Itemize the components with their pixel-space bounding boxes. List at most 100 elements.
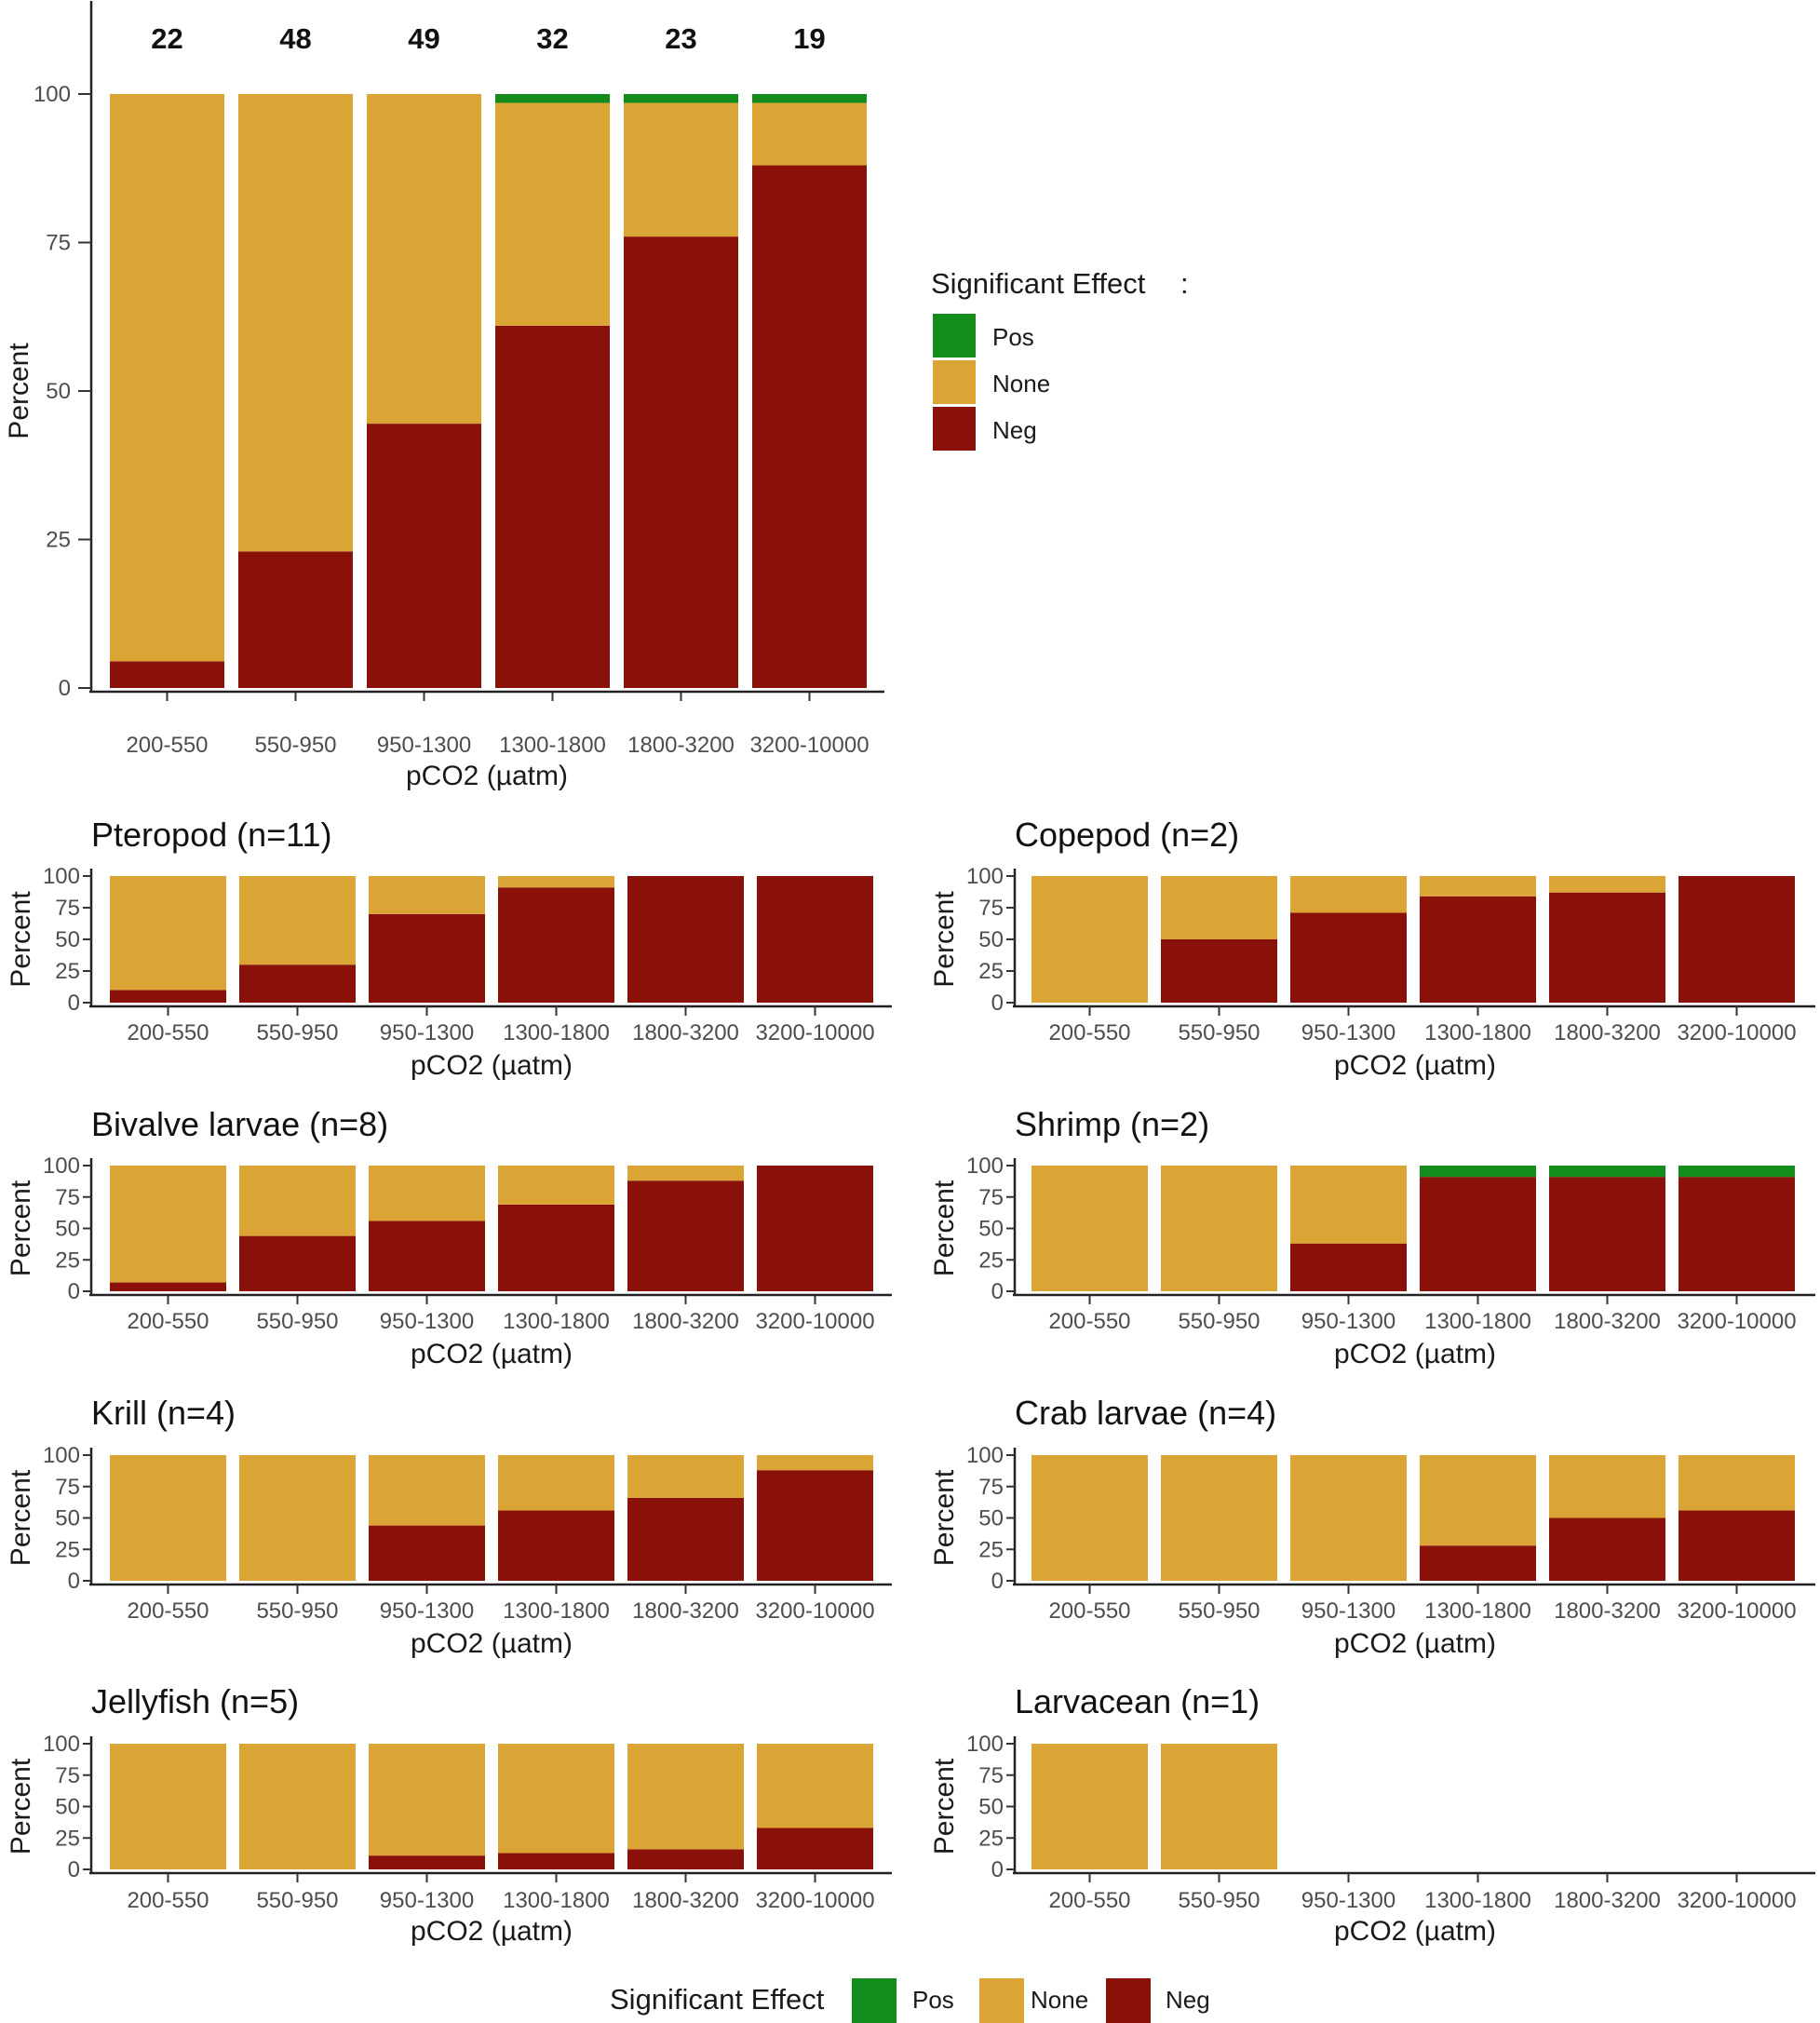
y-tick-label: 100 [43,1153,80,1179]
x-axis-label: pCO2 (µatm) [1334,1916,1496,1947]
bar-none-200-550 [1031,876,1148,1003]
bar-none-950-1300 [1290,1166,1407,1244]
y-tick-label: 0 [68,1569,80,1594]
y-tick-label: 50 [55,1217,80,1242]
x-tick-label: 1800-3200 [632,1020,739,1045]
x-tick-label: 3200-10000 [1677,1888,1796,1913]
y-tick-label: 0 [991,1857,1004,1882]
panel-shrimp: Shrimp (n=2) 0 25 50 75 100 200-550 550-950 950-… [929,1105,1815,1369]
x-tick-label: 200-550 [1048,1309,1130,1334]
bar-neg-550-950 [238,551,353,688]
legend-title: Significant Effect [610,1983,825,2016]
y-tick-label: 75 [55,1185,80,1210]
bar-none-1300-1800 [1420,1455,1536,1546]
bar-neg-200-550 [110,1282,226,1291]
bar-neg-3200-10000 [757,1470,873,1581]
y-tick-label: 25 [978,1248,1004,1273]
x-tick-label: 550-950 [256,1888,338,1913]
x-axis-label: pCO2 (µatm) [411,1628,573,1659]
bar-neg-1800-3200 [1549,1517,1665,1581]
x-tick-label: 950-1300 [380,1888,474,1913]
bar-none-200-550 [110,94,224,662]
x-tick-label: 1300-1800 [503,1309,610,1334]
y-tick-label: 50 [55,1506,80,1531]
bar-neg-950-1300 [369,913,485,1003]
y-tick-label: 0 [991,1569,1004,1594]
y-tick-label: 25 [55,1248,80,1273]
y-tick-label: 0 [68,991,80,1016]
x-tick-label: 1300-1800 [1424,1598,1531,1624]
bar-none-200-550 [1031,1166,1148,1291]
legend-swatch-pos [933,314,976,357]
bar-none-200-550 [110,1455,226,1581]
bar-neg-1800-3200 [1549,892,1665,1003]
y-tick-label: 75 [978,896,1004,921]
bar-neg-1800-3200 [627,876,744,1003]
y-axis-label: Percent [4,343,34,439]
y-tick-label: 75 [46,231,71,256]
bar-none-3200-10000 [1678,1455,1795,1511]
bar-neg-3200-10000 [752,165,867,688]
panel-krill: Krill (n=4) 0 25 50 75 100 200-550 550-950 950-1… [6,1394,892,1659]
bar-neg-550-950 [239,1235,356,1291]
bar-none-550-950 [238,94,353,552]
x-tick-label: 550-950 [256,1309,338,1334]
panel-crab: Crab larvae (n=4) 0 25 50 75 100 200-550 550-95… [929,1394,1815,1659]
x-axis-label: pCO2 (µatm) [411,1339,573,1369]
bar-none-1800-3200 [624,102,738,237]
bar-neg-3200-10000 [757,1166,873,1291]
y-tick-label: 0 [59,676,71,701]
y-tick-label: 25 [55,959,80,984]
x-tick-label: 950-1300 [1301,1020,1395,1045]
bar-none-1800-3200 [627,1455,744,1498]
bar-neg-3200-10000 [1678,876,1795,1003]
bar-none-1300-1800 [498,1166,614,1205]
panel-title: Jellyfish (n=5) [91,1682,299,1720]
y-axis-label: Percent [6,1758,36,1854]
bar-none-3200-10000 [757,1744,873,1828]
bar-neg-550-950 [239,964,356,1003]
x-tick-label: 950-1300 [380,1309,474,1334]
x-tick-label: 1800-3200 [632,1888,739,1913]
panel-title: Krill (n=4) [91,1394,236,1432]
bar-neg-1800-3200 [627,1849,744,1869]
x-tick-label: 1800-3200 [1554,1888,1661,1913]
bar-pos-1800-3200 [624,94,738,103]
bar-none-950-1300 [1290,876,1407,913]
x-tick-label: 950-1300 [380,1020,474,1045]
x-tick-label: 1300-1800 [503,1020,610,1045]
legend-swatch-pos [852,1978,897,2023]
bar-none-3200-10000 [757,1455,873,1471]
bar-none-550-950 [1161,1744,1277,1869]
x-tick-label: 200-550 [127,1020,209,1045]
bar-none-950-1300 [367,94,481,425]
x-tick-label: 200-550 [127,1888,209,1913]
y-tick-label: 0 [68,1279,80,1304]
x-tick-label: 950-1300 [1301,1888,1395,1913]
y-tick-label: 25 [978,1826,1004,1851]
x-tick-label: 1300-1800 [503,1598,610,1624]
y-tick-label: 100 [966,1732,1004,1757]
bar-neg-200-550 [110,990,226,1003]
bar-none-1300-1800 [1420,876,1536,897]
x-tick-label: 550-950 [1178,1888,1260,1913]
x-tick-label: 200-550 [1048,1888,1130,1913]
x-tick-label: 1300-1800 [503,1888,610,1913]
x-tick-label: 200-550 [1048,1598,1130,1624]
bar-none-200-550 [1031,1455,1148,1581]
bar-none-950-1300 [369,1455,485,1526]
bar-neg-1800-3200 [627,1497,744,1581]
y-tick-label: 100 [966,1443,1004,1468]
y-axis-label: Percent [6,891,36,988]
bar-none-550-950 [239,1744,356,1869]
bar-neg-950-1300 [367,424,481,688]
bar-pos-1300-1800 [1420,1166,1536,1178]
y-tick-label: 75 [978,1763,1004,1788]
legend-label-neg: Neg [992,416,1037,444]
bar-none-1300-1800 [495,102,610,326]
x-tick-label: 1300-1800 [499,733,606,758]
x-tick-label: 550-950 [1178,1020,1260,1045]
bar-neg-1300-1800 [495,325,610,688]
bar-none-1300-1800 [498,1744,614,1854]
y-tick-label: 25 [978,959,1004,984]
